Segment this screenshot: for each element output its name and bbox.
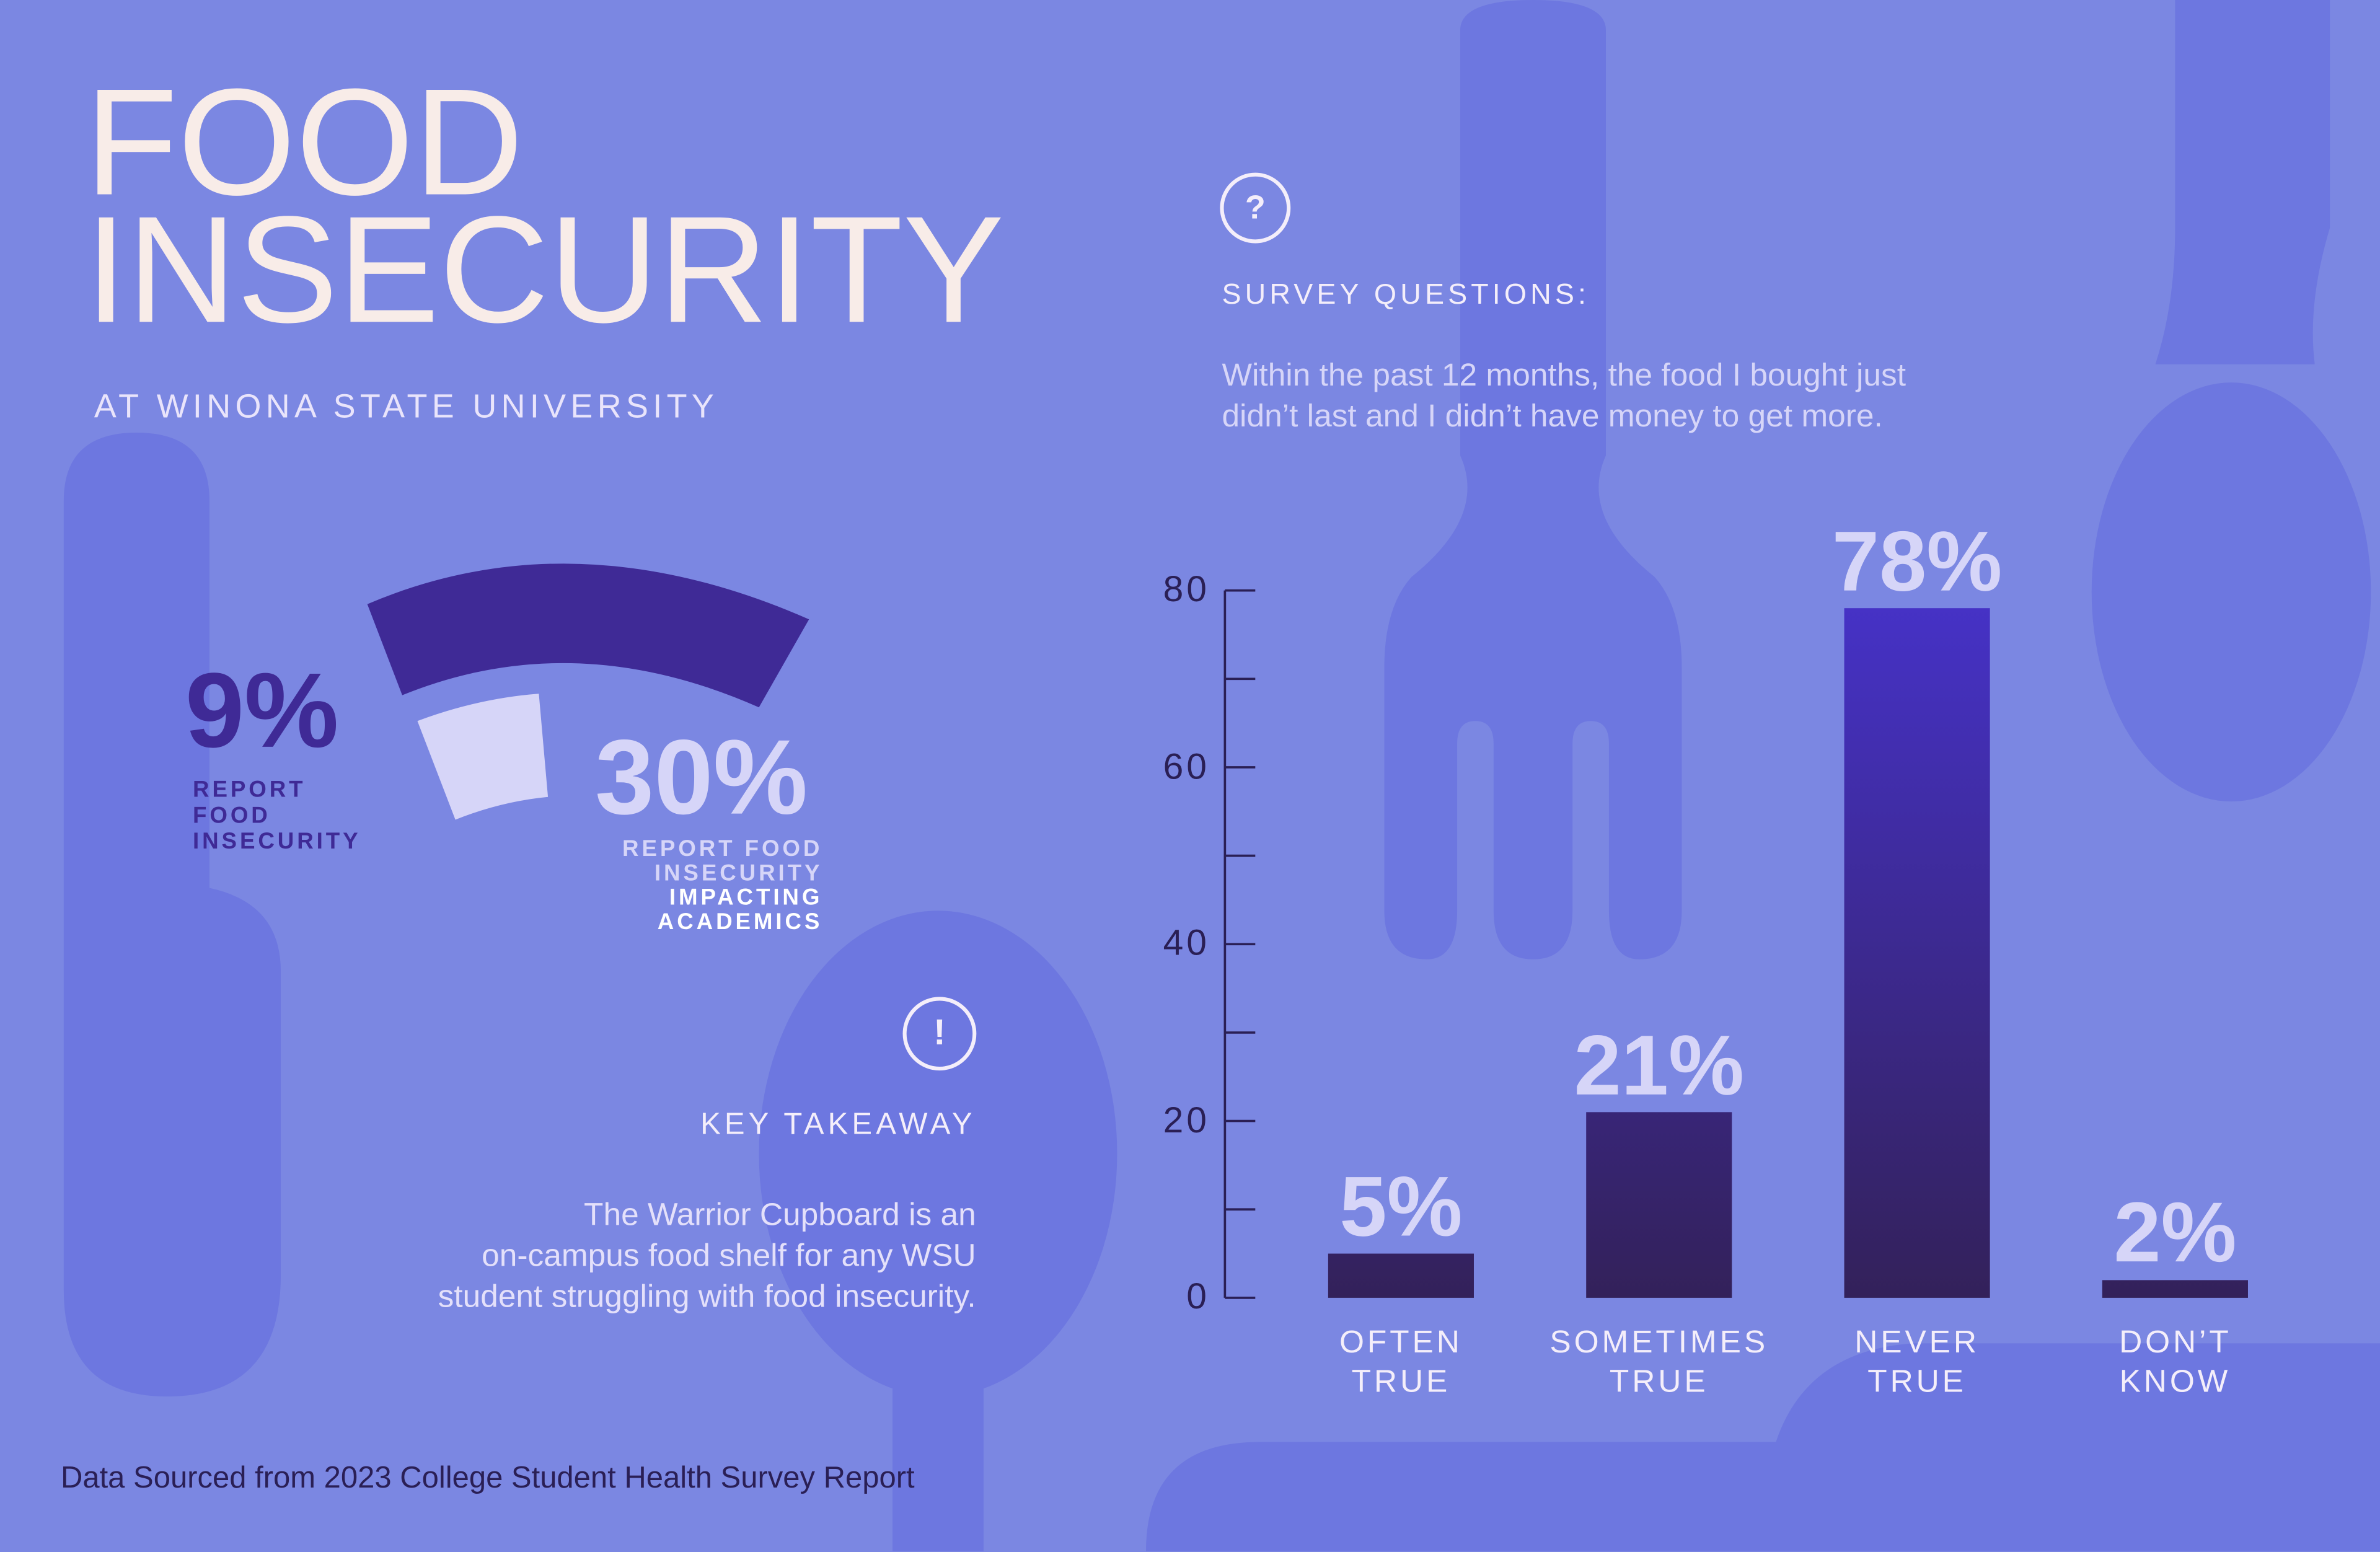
- title: FOOD INSECURITY: [85, 58, 1005, 356]
- bar-chart: [1225, 589, 2248, 1299]
- bar: [1844, 608, 1990, 1298]
- x-tick-label-box: SOMETIMES TRUE: [1522, 1324, 1796, 1403]
- bar: [1328, 1253, 1474, 1298]
- gauge-decoration: [367, 563, 809, 820]
- y-tick-label: 80: [1163, 569, 1210, 611]
- subtitle: AT WINONA STATE UNIVERSITY: [94, 387, 719, 425]
- value-label: 21%: [1574, 1016, 1745, 1113]
- x-tick-label-box: NEVER TRUE: [1781, 1324, 2054, 1403]
- question-line: Within the past 12 months, the food I bo…: [1222, 358, 1906, 394]
- x-tick-label: DON’T KNOW: [2119, 1325, 2232, 1400]
- bar: [1586, 1112, 1732, 1298]
- stat-label-line: REPORT FOOD: [622, 836, 823, 863]
- stat-value: 9%: [185, 651, 339, 770]
- value-label: 5%: [1339, 1158, 1463, 1254]
- takeaway-line: student struggling with food insecurity.: [438, 1279, 976, 1315]
- cutlery-decoration: [63, 0, 2380, 1551]
- takeaway-line: on-campus food shelf for any WSU: [482, 1238, 976, 1274]
- stat-label-emphasis: IMPACTING: [669, 884, 823, 911]
- stat-label-line: INSECURITY: [193, 829, 361, 855]
- bar: [2102, 1280, 2248, 1298]
- x-tick-label-box: OFTEN TRUE: [1264, 1324, 1538, 1403]
- takeaway-icon: [902, 997, 977, 1071]
- y-tick-label: 0: [1186, 1276, 1210, 1318]
- x-tick-label: NEVER TRUE: [1854, 1325, 1980, 1400]
- question-line: didn’t last and I didn’t have money to g…: [1222, 399, 1883, 434]
- title-line: FOOD: [85, 58, 524, 228]
- stat-label-emphasis: ACADEMICS: [657, 909, 823, 935]
- y-tick-label: 20: [1163, 1100, 1210, 1141]
- value-label: 78%: [1831, 512, 2003, 609]
- stat-label-line: FOOD: [193, 803, 271, 829]
- value-label: 2%: [2113, 1184, 2237, 1281]
- source: Data Sourced from 2023 College Student H…: [60, 1462, 915, 1496]
- stat-label: REPORT FOOD INSECURITY IMPACTING ACADEMICS: [622, 836, 823, 935]
- survey-icon: [1220, 172, 1291, 244]
- y-tick-label: 40: [1163, 922, 1210, 964]
- title-line: INSECURITY: [85, 185, 1005, 356]
- stat-label: REPORT FOOD INSECURITY: [193, 777, 361, 855]
- takeaway-body: The Warrior Cupboard is an on-campus food…: [438, 1194, 976, 1317]
- x-tick-label: SOMETIMES TRUE: [1549, 1325, 1769, 1400]
- stat-label-line: REPORT: [193, 777, 306, 803]
- survey-heading: SURVEY QUESTIONS:: [1222, 279, 1590, 312]
- survey-icon-glyph: ?: [1245, 188, 1266, 226]
- stat-value: 30%: [595, 718, 808, 837]
- survey-question: Within the past 12 months, the food I bo…: [1222, 355, 1906, 437]
- y-tick-label: 60: [1163, 746, 1210, 787]
- takeaway-line: The Warrior Cupboard is an: [584, 1197, 976, 1233]
- takeaway-icon-glyph: !: [933, 1012, 946, 1054]
- stat-label-line: INSECURITY: [654, 860, 823, 887]
- x-tick-label: OFTEN TRUE: [1339, 1325, 1463, 1400]
- takeaway-heading: KEY TAKEAWAY: [700, 1108, 976, 1142]
- x-tick-label-box: DON’T KNOW: [2038, 1324, 2312, 1403]
